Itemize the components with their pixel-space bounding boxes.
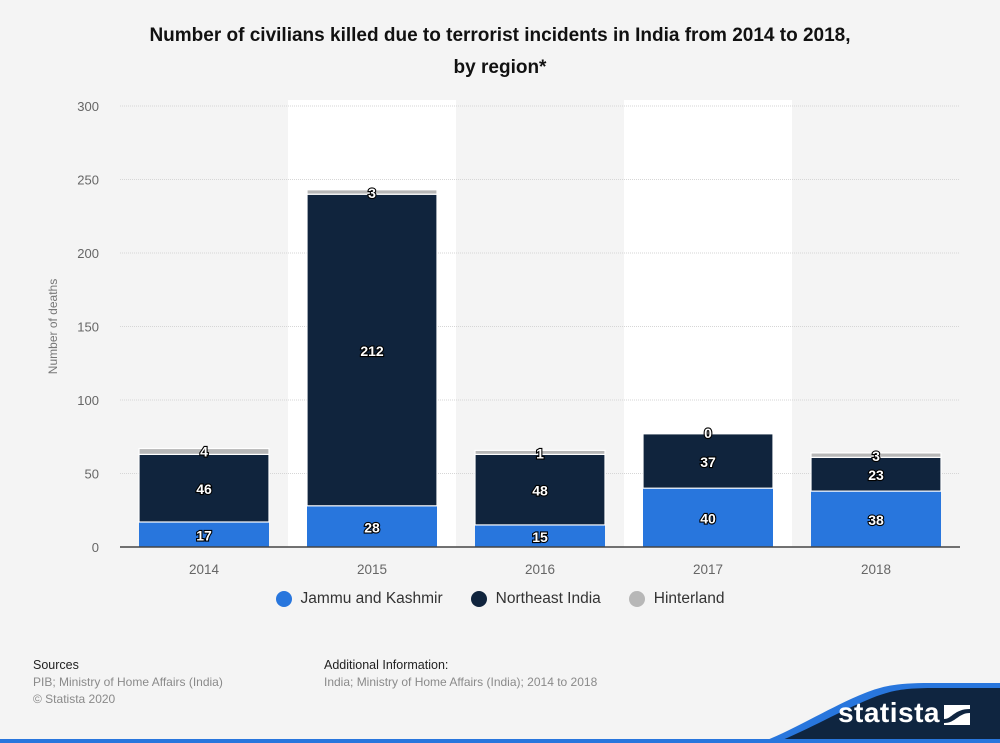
legend-label: Northeast India [495,590,601,607]
brand-banner [0,683,1000,743]
data-label: 37 [700,454,716,470]
chart-title: Number of civilians killed due to terror… [0,20,1000,84]
legend-marker-icon [470,591,487,607]
chart-title-line-1: Number of civilians killed due to terror… [149,25,851,46]
bar-segment-northeast-india [138,453,270,523]
y-tick-label: 300 [77,99,99,114]
chart-title-line-2: by region* [453,57,547,78]
statista-brand[interactable]: statista [838,697,940,729]
x-tick-label: 2014 [189,562,220,577]
bar-segment-northeast-india [642,433,774,489]
sources-line: PIB; Ministry of Home Affairs (India) [33,675,223,689]
y-tick-label: 100 [77,393,99,408]
data-label: 46 [196,481,212,497]
sources-block: Sources PIB; Ministry of Home Affairs (I… [33,657,223,708]
bar-segment-jammu-and-kashmir [307,505,437,547]
legend-label: Hinterland [653,590,725,607]
brand-wave-dark [775,688,1000,743]
brand-name: statista [837,697,940,728]
data-label: 23 [868,467,884,483]
legend-marker-icon [275,591,292,607]
data-label: 1 [536,445,544,461]
y-tick-label: 50 [85,467,99,482]
statista-logo-icon [944,705,970,725]
y-tick-label: 0 [92,540,99,555]
y-tick-label: 250 [77,173,99,188]
bar-segment-jammu-and-kashmir [811,491,941,547]
bar-segment-jammu-and-kashmir [643,488,773,547]
data-label: 3 [368,185,376,201]
data-label: 0 [704,425,712,441]
legend-marker-icon [628,591,645,607]
bar-segment-hinterland [138,447,270,455]
data-label: 38 [868,512,884,528]
bar-segment-hinterland [810,452,942,458]
legend-item-hinterland[interactable]: Hinterland [628,590,725,608]
copyright-line: © Statista 2020 [33,692,116,706]
sources-heading: Sources [33,658,79,672]
data-label: 212 [360,343,384,359]
data-label: 17 [196,528,212,544]
y-tick-label: 150 [77,320,99,335]
additional-info-block: Additional Information: India; Ministry … [324,657,597,691]
data-label: 48 [532,483,548,499]
data-label: 4 [200,444,208,460]
data-label: 28 [364,519,380,535]
legend-label: Jammu and Kashmir [300,590,443,607]
chart-legend: Jammu and Kashmir Northeast India Hinter… [0,590,1000,608]
x-tick-label: 2016 [525,562,555,577]
y-axis-title: Number of deaths [46,279,60,374]
bar-segment-jammu-and-kashmir [139,522,269,547]
x-tick-label: 2018 [861,562,891,577]
data-label: 40 [700,511,716,527]
bar-segment-northeast-india [810,456,942,492]
bar-segment-hinterland [306,189,438,195]
legend-item-jammu-and-kashmir[interactable]: Jammu and Kashmir [275,590,443,608]
additional-info-heading: Additional Information: [324,658,449,672]
bar-segment-northeast-india [306,193,438,507]
additional-info-line: India; Ministry of Home Affairs (India);… [324,675,598,689]
y-tick-label: 200 [77,246,99,261]
data-label: 15 [532,529,548,545]
data-label: 3 [872,448,880,464]
bar-segment-hinterland [474,449,606,455]
x-tick-label: 2015 [357,562,387,577]
legend-item-northeast-india[interactable]: Northeast India [470,590,601,608]
bar-segment-jammu-and-kashmir [475,524,605,547]
brand-bottom-line [0,739,1000,743]
x-tick-label: 2017 [693,562,723,577]
